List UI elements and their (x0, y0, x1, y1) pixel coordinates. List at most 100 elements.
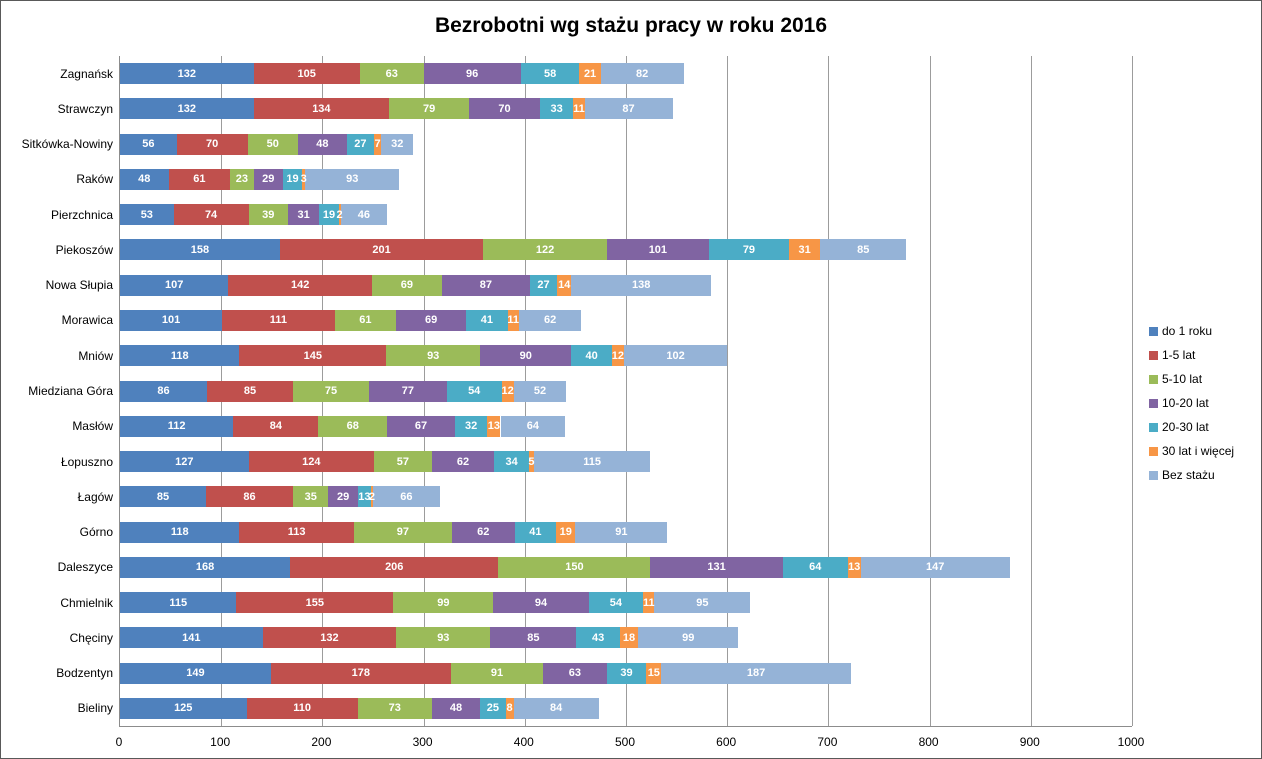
legend-item: 20-30 lat (1149, 415, 1234, 439)
gridline-700 (828, 56, 830, 726)
category-label: Chęciny (69, 630, 113, 645)
bar-segment: 99 (393, 592, 494, 614)
category-label: Bodzentyn (56, 666, 113, 681)
bar-segment: 52 (513, 380, 567, 402)
bar-segment: 87 (441, 274, 530, 296)
bar-value-label: 12 (501, 385, 514, 397)
bar-segment: 11 (507, 309, 519, 331)
bar-segment: 118 (120, 521, 240, 543)
bar-value-label: 86 (157, 385, 170, 397)
bar-value-label: 124 (302, 455, 321, 468)
bar-segment: 150 (498, 556, 651, 578)
bar-value-label: 201 (372, 243, 391, 256)
bar-value-label: 107 (164, 279, 184, 292)
bar-value-label: 101 (648, 243, 668, 256)
bar-value-label: 39 (262, 208, 275, 221)
bar-value-label: 64 (809, 561, 822, 574)
bar-value-label: 40 (585, 349, 598, 362)
bar-value-label: 93 (346, 173, 359, 186)
bar-value-label: 85 (243, 385, 257, 397)
bar-value-label: 12 (611, 349, 625, 362)
bar-segment: 125 (120, 697, 247, 719)
bar-segment: 127 (120, 451, 249, 473)
bar-value-label: 61 (359, 314, 372, 327)
bar-value-label: 70 (205, 138, 219, 151)
bar-segment: 68 (318, 415, 388, 437)
bar-value-label: 46 (357, 208, 370, 221)
bar-value-label: 91 (615, 526, 628, 539)
bar-value-label: 90 (519, 349, 532, 362)
bar-segment: 138 (571, 274, 711, 296)
bar-value-label: 7 (374, 138, 381, 151)
bar-segment: 31 (788, 239, 821, 261)
bar-segment: 102 (623, 345, 728, 367)
bar-value-label: 187 (746, 667, 766, 680)
bar-value-label: 21 (583, 67, 597, 80)
bar-segment: 50 (247, 133, 299, 155)
bar-value-label: 97 (396, 526, 409, 539)
bar-value-label: 142 (290, 279, 310, 292)
legend-label: 20-30 lat (1162, 420, 1209, 434)
bar-value-label: 206 (385, 561, 404, 574)
bar-segment: 178 (270, 662, 451, 684)
bar-segment: 69 (371, 274, 442, 296)
category-label: Łopuszno (60, 454, 113, 469)
bar-segment: 134 (253, 98, 390, 120)
bar-value-label: 39 (620, 667, 633, 680)
bar-value-label: 62 (543, 314, 557, 327)
bar-segment: 206 (290, 556, 499, 578)
bar-segment: 14 (557, 274, 572, 296)
bar-value-label: 85 (527, 631, 540, 644)
x-tick-label: 200 (311, 735, 332, 749)
bar-segment: 101 (120, 309, 223, 331)
category-label: Masłów (72, 419, 113, 434)
bar-value-label: 122 (535, 243, 555, 256)
bar-value-label: 115 (169, 596, 188, 609)
category-label: Piekoszów (55, 242, 113, 257)
category-label: Strawczyn (57, 101, 113, 116)
gridline-600 (727, 56, 729, 726)
bar-value-label: 79 (742, 243, 756, 256)
bar-value-label: 79 (423, 102, 436, 115)
bar-segment: 62 (451, 521, 515, 543)
bar-segment: 64 (500, 415, 566, 437)
bar-value-label: 127 (175, 455, 194, 468)
bar-segment: 75 (293, 380, 369, 402)
bar-value-label: 2 (336, 208, 343, 221)
bar-value-label: 11 (642, 596, 655, 609)
bar-value-label: 8 (506, 702, 513, 715)
bar-segment: 33 (539, 98, 574, 120)
bar-segment: 21 (579, 63, 601, 85)
bar-segment: 201 (279, 239, 484, 261)
bar-value-label: 113 (287, 526, 306, 539)
bar-segment: 155 (236, 592, 394, 614)
bar-value-label: 23 (235, 173, 249, 186)
bar-value-label: 19 (559, 526, 572, 539)
bar-segment: 97 (353, 521, 452, 543)
bar-value-label: 54 (609, 596, 622, 609)
bar-segment: 69 (396, 309, 467, 331)
category-label: Zagnańsk (60, 66, 113, 81)
bar-segment: 131 (650, 556, 783, 578)
bar-segment: 41 (514, 521, 557, 543)
bar-segment: 32 (454, 415, 488, 437)
bar-value-label: 63 (385, 67, 398, 80)
bar-segment: 58 (520, 63, 580, 85)
bar-value-label: 68 (346, 420, 359, 433)
bar-value-label: 94 (534, 596, 548, 609)
bar-value-label: 64 (526, 420, 539, 433)
bar-segment: 5 (528, 451, 534, 473)
x-tick-label: 900 (1019, 735, 1040, 749)
bar-value-label: 48 (316, 138, 329, 151)
bar-segment: 54 (446, 380, 502, 402)
bar-value-label: 125 (174, 702, 193, 715)
bar-segment: 62 (518, 309, 582, 331)
bar-value-label: 19 (322, 208, 336, 221)
bar-segment: 141 (120, 627, 263, 649)
category-label: Raków (76, 172, 113, 187)
bar-value-label: 96 (466, 67, 479, 80)
bar-value-label: 99 (437, 596, 450, 609)
bar-segment: 35 (293, 486, 329, 508)
bar-segment: 84 (233, 415, 319, 437)
legend-swatch (1149, 398, 1158, 408)
